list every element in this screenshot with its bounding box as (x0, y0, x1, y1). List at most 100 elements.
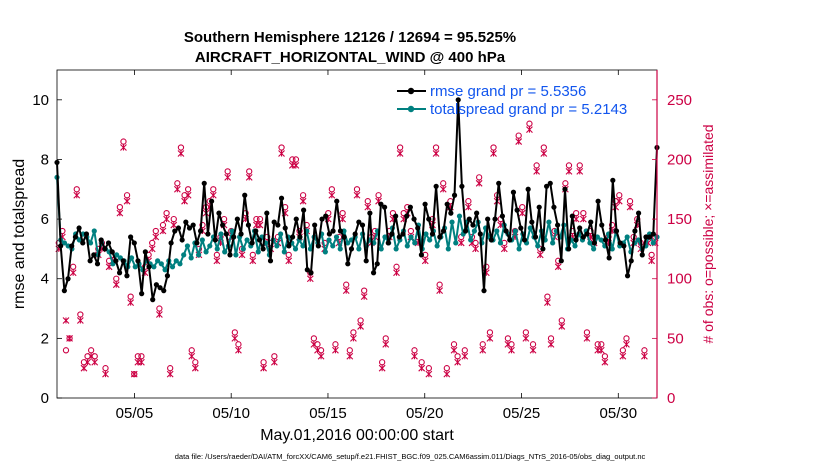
spread-point (188, 255, 194, 261)
spread-point (199, 237, 205, 243)
obs-assimilated-point (209, 191, 217, 199)
obs-possible-point (515, 132, 522, 139)
rmse-point (621, 243, 627, 249)
spread-point (61, 240, 68, 246)
rmse-point (451, 192, 458, 198)
rmse-point (635, 210, 642, 216)
obs-possible-point (382, 335, 389, 342)
rmse-point (278, 195, 285, 201)
obs-assimilated-point (536, 251, 544, 259)
obs-possible-point (350, 329, 357, 336)
spread-point (184, 243, 191, 249)
obs-possible-point (490, 144, 497, 151)
spread-point (233, 252, 239, 258)
obs-possible-point (375, 192, 382, 199)
rmse-point (315, 243, 321, 249)
rmse-point (370, 270, 377, 276)
y-axis-right-label: # of obs: o=possible; ×=assimilated (700, 124, 716, 343)
rmse-point (157, 285, 163, 291)
obs-possible-point (454, 353, 461, 360)
spread-point (128, 255, 135, 261)
rmse-point (474, 210, 480, 216)
obs-assimilated-point (443, 370, 451, 378)
rmse-point (183, 219, 189, 225)
spread-point (609, 246, 615, 252)
obs-assimilated-point (364, 203, 372, 211)
rmse-point (65, 276, 71, 282)
obs-possible-point (102, 365, 109, 372)
spread-point (281, 249, 287, 255)
rmse-point (348, 246, 355, 252)
rmse-point (102, 246, 108, 252)
rmse-point (359, 222, 366, 228)
y-tick-label: 4 (41, 271, 49, 288)
obs-assimilated-point (382, 340, 390, 348)
obs-possible-point (353, 186, 361, 193)
obs-assimilated-point (504, 340, 512, 348)
spread-point (151, 264, 157, 270)
obs-assimilated-point (127, 299, 135, 306)
obs-assimilated-point (177, 150, 185, 157)
obs-possible-point (127, 293, 134, 300)
spread-point (587, 240, 593, 246)
obs-possible-point (231, 329, 238, 336)
obs-assimilated-point (425, 370, 433, 378)
rmse-point (485, 216, 491, 222)
y-right-tick-label: 200 (667, 151, 692, 168)
obs-assimilated-point (464, 203, 472, 211)
obs-possible-point (163, 209, 170, 217)
obs-possible-point (479, 341, 486, 348)
obs-assimilated-point (73, 191, 81, 199)
spread-point (650, 240, 656, 246)
obs-possible-point (123, 192, 131, 199)
obs-possible-point (361, 287, 368, 294)
spread-point (635, 237, 641, 243)
obs-assimilated-point (62, 317, 70, 324)
spread-point (427, 237, 433, 243)
rmse-point (477, 231, 483, 237)
obs-possible-point (389, 209, 397, 217)
rmse-point (422, 201, 428, 207)
rmse-point (301, 207, 307, 213)
rmse-point (613, 228, 620, 234)
rmse-point (146, 264, 152, 270)
rmse-point (326, 231, 332, 237)
rmse-point (72, 234, 79, 240)
obs-possible-point (612, 198, 619, 205)
obs-assimilated-point (526, 126, 533, 134)
rmse-point (529, 219, 535, 225)
rmse-point (624, 273, 631, 279)
obs-assimilated-point (317, 352, 325, 360)
spread-point (114, 252, 120, 258)
y-axis-label: rmse and totalspread (11, 159, 28, 309)
obs-assimilated-point (547, 340, 555, 348)
x-tick-label: 05/20 (406, 405, 444, 422)
obs-possible-point (289, 156, 296, 163)
legend-label-rmse: rmse grand pr = 5.5356 (430, 83, 586, 100)
rmse-point (293, 216, 299, 222)
obs-assimilated-point (156, 311, 163, 318)
spread-point (169, 264, 176, 270)
obs-possible-point (504, 335, 512, 342)
obs-possible-point (378, 359, 386, 366)
spread-point (333, 234, 340, 240)
obs-assimilated-point (159, 227, 167, 235)
x-axis: 05/05 05/10 05/15 05/20 05/25 05/30 (116, 70, 637, 422)
obs-possible-point (598, 341, 605, 348)
rmse-point (647, 234, 653, 240)
rmse-point (374, 261, 380, 267)
rmse-point (499, 213, 505, 219)
obs-assimilated-point (102, 370, 109, 378)
rmse-point (591, 240, 598, 246)
obs-assimilated-point (411, 352, 418, 360)
y-right-tick-label: 50 (667, 330, 684, 347)
obs-possible-point (285, 251, 292, 259)
spread-point (181, 252, 187, 258)
spread-point (162, 267, 168, 273)
obs-assimilated-point (597, 346, 605, 354)
rmse-point (492, 216, 498, 222)
obs-possible-point (199, 221, 206, 229)
obs-assimilated-point (576, 167, 584, 175)
obs-possible-point (170, 215, 177, 223)
obs-possible-point (436, 281, 443, 288)
